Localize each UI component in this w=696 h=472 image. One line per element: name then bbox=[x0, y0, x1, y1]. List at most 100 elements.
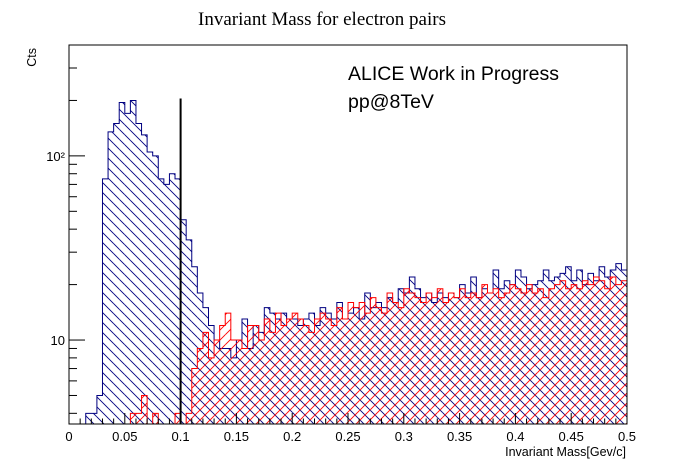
histogram-bin bbox=[135, 413, 142, 424]
histogram-bin bbox=[197, 348, 203, 424]
histogram-bin bbox=[202, 332, 209, 424]
histogram-bin bbox=[666, 273, 672, 424]
histogram-bin bbox=[169, 173, 176, 424]
histogram-bin bbox=[442, 302, 449, 424]
histogram-bin bbox=[91, 413, 97, 424]
histogram-bin bbox=[403, 288, 410, 424]
histogram-bin bbox=[426, 293, 432, 424]
histogram-bin bbox=[175, 178, 181, 424]
annotation-alice: ALICE Work in Progress bbox=[348, 63, 559, 85]
histogram-bin bbox=[615, 284, 622, 424]
histogram-bin bbox=[191, 368, 198, 424]
histogram-bin bbox=[130, 100, 136, 424]
histogram-bin bbox=[336, 307, 343, 424]
histogram-bin bbox=[481, 284, 488, 424]
histogram-bin bbox=[649, 267, 655, 424]
histogram-bin bbox=[364, 313, 371, 424]
histogram-bin bbox=[672, 277, 678, 424]
histogram-bin bbox=[638, 270, 644, 424]
histogram-bin bbox=[548, 288, 555, 424]
histogram-bin bbox=[459, 288, 466, 424]
histogram-bin bbox=[437, 288, 443, 424]
histogram-bin bbox=[85, 413, 92, 424]
x-tick-label: 0.15 bbox=[224, 429, 249, 444]
histogram-bin bbox=[398, 307, 404, 424]
histogram-bin bbox=[487, 293, 494, 424]
histogram-bin bbox=[633, 264, 639, 424]
histogram-bin bbox=[253, 325, 259, 424]
y-axis-title: Cts bbox=[25, 48, 39, 67]
histogram-bin bbox=[537, 288, 544, 424]
histogram-bin bbox=[342, 319, 348, 424]
histogram-bin bbox=[308, 332, 315, 424]
x-tick-label: 0.45 bbox=[559, 429, 584, 444]
histogram-bin bbox=[554, 284, 561, 424]
x-tick-label: 0.1 bbox=[172, 429, 190, 444]
histogram-bin bbox=[683, 277, 689, 424]
histogram-outline bbox=[69, 99, 627, 424]
histogram-bin bbox=[353, 307, 360, 424]
histogram-bin bbox=[576, 288, 583, 424]
histogram-bin bbox=[241, 348, 248, 424]
histogram-bin bbox=[688, 270, 694, 424]
histogram-bin bbox=[119, 102, 125, 424]
histogram-bin bbox=[644, 277, 650, 424]
histogram-bin bbox=[504, 293, 510, 424]
histogram-bin bbox=[275, 313, 282, 424]
histogram-bin bbox=[325, 319, 332, 424]
histogram-bin bbox=[677, 270, 683, 424]
histogram-bin bbox=[135, 123, 142, 424]
series-1 bbox=[69, 270, 694, 424]
histogram-bin bbox=[281, 325, 287, 424]
histogram-bin bbox=[543, 297, 549, 424]
histogram-bin bbox=[448, 293, 455, 424]
histogram-bin bbox=[370, 297, 376, 424]
histogram-bin bbox=[660, 273, 666, 424]
x-tick-label: 0.4 bbox=[506, 429, 524, 444]
axes: 0 0.05 0.1 0.15 0.2 0.25 0.3 0.35 0.4 0.45 0.5 10 10… bbox=[46, 44, 636, 444]
histogram-bin bbox=[303, 325, 309, 424]
histogram-bin bbox=[381, 313, 388, 424]
histogram-bin bbox=[269, 332, 276, 424]
histogram-bin bbox=[186, 239, 192, 424]
histogram-bin bbox=[638, 285, 644, 424]
x-tick-label: 0.2 bbox=[283, 429, 301, 444]
histogram-bin bbox=[498, 297, 505, 424]
histogram-bin bbox=[627, 277, 633, 424]
histogram-bin bbox=[163, 184, 170, 424]
histogram-bin bbox=[420, 302, 427, 424]
histogram-bin bbox=[565, 288, 572, 424]
histogram-outline bbox=[69, 272, 627, 424]
histogram-bin bbox=[470, 293, 477, 424]
histogram-bin bbox=[627, 273, 633, 424]
histogram-bin bbox=[688, 270, 694, 424]
y-tick-label: 10 bbox=[51, 333, 65, 348]
histogram-bin bbox=[314, 319, 321, 424]
histogram-bin bbox=[655, 258, 661, 424]
histogram-bin bbox=[180, 219, 187, 424]
histogram-bin bbox=[297, 319, 304, 424]
histogram-bin bbox=[454, 297, 460, 424]
histogram-bin bbox=[130, 413, 136, 424]
histogram-bin bbox=[236, 340, 242, 424]
histogram-bin bbox=[520, 293, 527, 424]
histogram-bin bbox=[582, 280, 588, 424]
histogram-bin bbox=[141, 134, 148, 424]
histogram-bin bbox=[683, 261, 689, 424]
histogram-bin bbox=[152, 155, 159, 424]
histogram-bin bbox=[509, 284, 516, 424]
histogram-bin bbox=[409, 293, 415, 424]
histogram-bin bbox=[96, 395, 103, 424]
histogram-bin bbox=[247, 325, 254, 424]
histogram-bin bbox=[286, 319, 293, 424]
histogram-bin bbox=[644, 281, 650, 424]
plot-area bbox=[69, 99, 694, 424]
histogram-bin bbox=[431, 297, 438, 424]
histogram-bin bbox=[191, 266, 198, 424]
y-tick-label: 10² bbox=[46, 149, 65, 164]
histogram-bin bbox=[152, 413, 159, 424]
histogram-bin bbox=[515, 288, 521, 424]
histogram-bin bbox=[113, 123, 120, 424]
histogram-bin bbox=[102, 178, 109, 424]
